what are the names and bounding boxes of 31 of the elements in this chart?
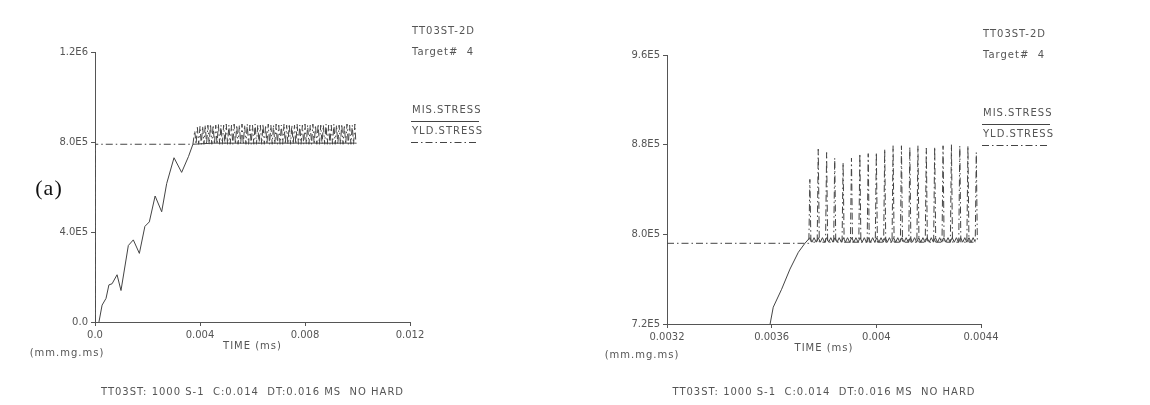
series-label: YLD.STRESS: [982, 127, 1054, 139]
x-tick-label: 0.0044: [963, 330, 999, 342]
text: Target# 4: [411, 45, 475, 57]
x-tick-label: 0.004: [862, 330, 891, 342]
text: TT03ST-2D: [982, 27, 1046, 39]
x-tick-label: 0.004: [185, 328, 215, 340]
x-tick-label: 0.012: [395, 328, 425, 340]
text: (mm.mg.ms): [604, 348, 680, 360]
text: (a): [35, 174, 63, 200]
y-tick-label: 0.0: [72, 315, 88, 327]
text: Target# 4: [982, 48, 1046, 60]
y-tick-label: 7.2E5: [631, 317, 660, 329]
text: MIS.STRESS: [412, 103, 482, 115]
x-axis-title: TIME (ms): [222, 339, 282, 351]
text: MIS.STRESS: [983, 106, 1053, 118]
y-tick-label: 8.8E5: [631, 138, 660, 150]
text: TT03ST: 1000 S-1 C:0.014 DT:0.016 MS NO HARD: [99, 385, 405, 397]
text: (mm.mg.ms): [29, 346, 105, 358]
x-axis-title: TIME (ms): [793, 341, 854, 353]
x-tick-label: 0.008: [290, 328, 320, 340]
y-tick-label: 9.6E5: [631, 48, 660, 60]
y-tick-label: 4.0E5: [59, 225, 88, 237]
text: TT03ST: 1000 S-1 C:0.014 DT:0.016 MS NO HARD: [671, 385, 976, 397]
x-tick-label: 0.0036: [754, 330, 790, 342]
text: YLD.STRESS: [411, 124, 483, 136]
x-tick-label: 0.0: [87, 328, 103, 340]
x-tick-label: 0.0032: [649, 330, 685, 342]
y-tick-label: 8.0E5: [59, 135, 88, 147]
y-tick-label: 8.0E5: [631, 227, 660, 239]
text: TT03ST-2D: [411, 24, 475, 36]
y-tick-label: 1.2E6: [59, 45, 88, 57]
